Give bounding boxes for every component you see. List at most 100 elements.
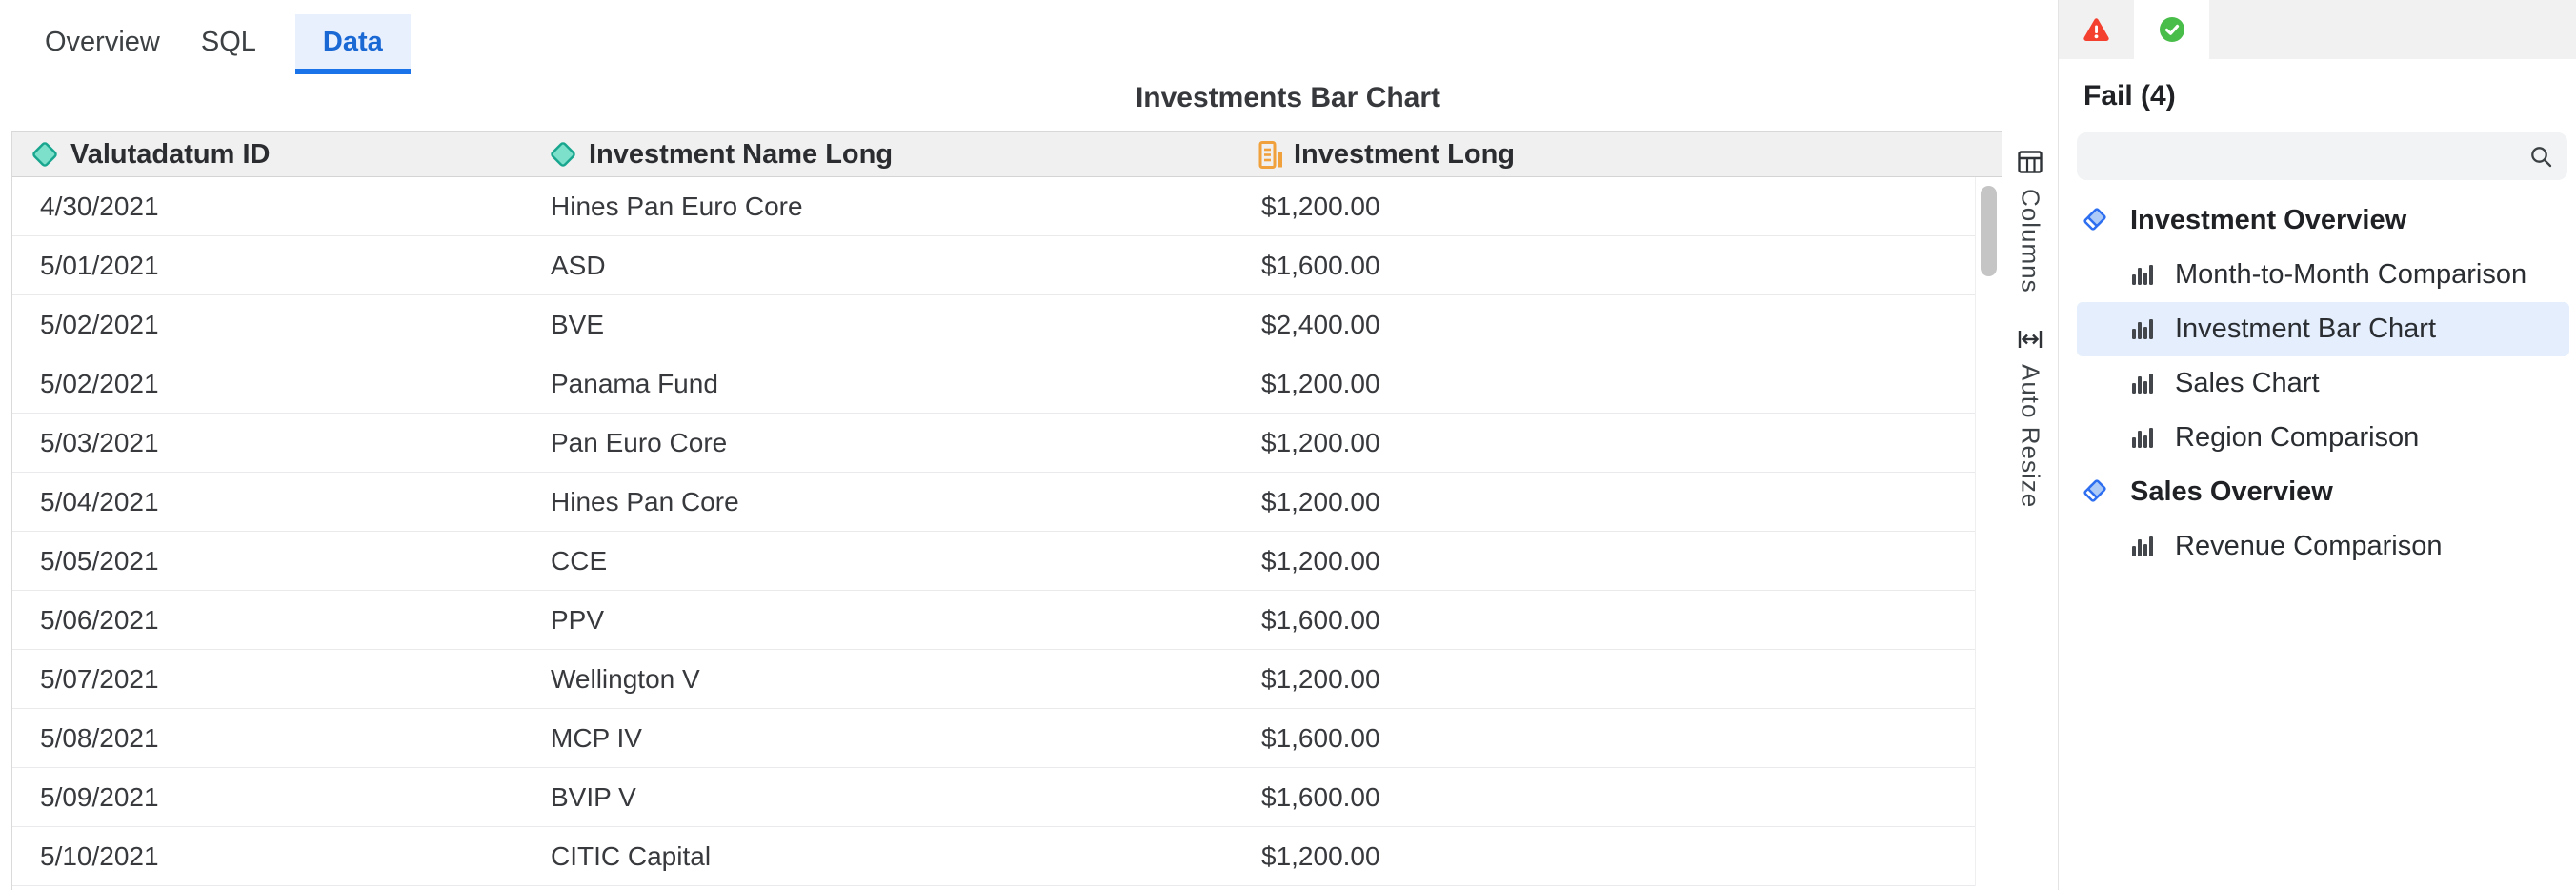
column-header-label: Investment Name Long	[589, 138, 894, 170]
cell-valutadatum[interactable]: 5/03/2021	[40, 428, 159, 457]
dimension-diamond-icon	[32, 142, 57, 167]
validation-tabbar	[2059, 0, 2576, 59]
cell-investment-name[interactable]: Hines Pan Core	[551, 487, 739, 516]
column-header-investment-name-long[interactable]: Investment Name Long	[547, 132, 893, 176]
table-row[interactable]: 5/05/2021 CCE $1,200.00	[12, 532, 1975, 591]
columns-panel-icon	[2018, 151, 2043, 173]
cell-investment-name[interactable]: BVE	[551, 310, 605, 339]
tree-group-label: Sales Overview	[2130, 476, 2333, 507]
cell-valutadatum[interactable]: 5/05/2021	[40, 546, 159, 576]
columns-panel-button[interactable]: Columns	[2016, 149, 2045, 293]
tab-data[interactable]: Data	[294, 14, 411, 74]
cell-investment-amount[interactable]: $1,600.00	[1261, 605, 1380, 635]
data-grid: Valutadatum ID Investment Name Long Inve…	[11, 131, 2059, 890]
right-panel: Fail (4) Investment Overview	[2058, 0, 2576, 890]
cell-valutadatum[interactable]: 5/10/2021	[40, 841, 159, 871]
cell-investment-name[interactable]: Pan Euro Core	[551, 428, 728, 457]
tree-item-investment-bar-chart[interactable]: Investment Bar Chart	[2077, 302, 2569, 356]
tree-item-label: Region Comparison	[2175, 422, 2420, 453]
columns-panel-label: Columns	[2016, 189, 2045, 293]
grid-body: 4/30/2021 Hines Pan Euro Core $1,200.00 …	[12, 177, 1976, 886]
tree-item-sales-chart[interactable]: Sales Chart	[2077, 356, 2569, 411]
tree-item-label: Revenue Comparison	[2175, 531, 2443, 561]
tree-item-month-to-month-comparison[interactable]: Month-to-Month Comparison	[2077, 248, 2569, 302]
tree-item-label: Sales Chart	[2175, 368, 2320, 398]
tab-sql[interactable]: SQL	[200, 26, 256, 57]
table-row[interactable]: 5/02/2021 BVE $2,400.00	[12, 295, 1975, 354]
cell-investment-amount[interactable]: $2,400.00	[1261, 310, 1380, 339]
table-row[interactable]: 5/07/2021 Wellington V $1,200.00	[12, 650, 1975, 709]
cell-investment-amount[interactable]: $1,200.00	[1261, 428, 1380, 457]
cell-investment-amount[interactable]: $1,200.00	[1261, 841, 1380, 871]
cell-investment-amount[interactable]: $1,600.00	[1261, 723, 1380, 753]
cell-investment-name[interactable]: CCE	[551, 546, 608, 576]
dimension-diamond-icon	[551, 142, 575, 167]
cell-valutadatum[interactable]: 5/07/2021	[40, 664, 159, 694]
cell-investment-name[interactable]: BVIP V	[551, 782, 636, 812]
table-row[interactable]: 5/03/2021 Pan Euro Core $1,200.00	[12, 414, 1975, 473]
table-row[interactable]: 5/06/2021 PPV $1,600.00	[12, 591, 1975, 650]
table-row[interactable]: 5/04/2021 Hines Pan Core $1,200.00	[12, 473, 1975, 532]
grid-header: Valutadatum ID Investment Name Long Inve…	[12, 131, 2002, 177]
cell-valutadatum[interactable]: 5/02/2021	[40, 310, 159, 339]
tree-item-label: Investment Bar Chart	[2175, 314, 2436, 344]
tree-item-label: Month-to-Month Comparison	[2175, 259, 2527, 290]
dashboard-layers-icon	[2081, 479, 2109, 505]
cell-investment-amount[interactable]: $1,200.00	[1261, 369, 1380, 398]
cell-valutadatum[interactable]: 5/06/2021	[40, 605, 159, 635]
cell-valutadatum[interactable]: 5/09/2021	[40, 782, 159, 812]
column-header-label: Investment Long	[1294, 138, 1516, 170]
cell-investment-amount[interactable]: $1,600.00	[1261, 251, 1380, 280]
column-header-investment-long[interactable]: Investment Long	[1258, 132, 1515, 176]
check-circle-icon	[2159, 17, 2184, 42]
tree-group-investment-overview[interactable]: Investment Overview	[2077, 193, 2569, 248]
dashboard-layers-icon	[2081, 208, 2109, 233]
cell-investment-name[interactable]: Hines Pan Euro Core	[551, 192, 803, 221]
horizontal-resize-icon	[2018, 330, 2043, 348]
table-row[interactable]: 5/08/2021 MCP IV $1,600.00	[12, 709, 1975, 768]
tree-group-sales-overview[interactable]: Sales Overview	[2077, 465, 2569, 519]
table-row[interactable]: 5/10/2021 CITIC Capital $1,200.00	[12, 827, 1975, 886]
table-row[interactable]: 5/09/2021 BVIP V $1,600.00	[12, 768, 1975, 827]
cell-investment-amount[interactable]: $1,200.00	[1261, 546, 1380, 576]
cell-valutadatum[interactable]: 4/30/2021	[40, 192, 159, 221]
cell-investment-name[interactable]: PPV	[551, 605, 605, 635]
measure-icon	[1258, 140, 1282, 169]
table-row[interactable]: 4/30/2021 Hines Pan Euro Core $1,200.00	[12, 177, 1975, 236]
column-header-label: Valutadatum ID	[70, 138, 271, 170]
vertical-scrollbar-thumb[interactable]	[1981, 186, 1997, 276]
cell-investment-amount[interactable]: $1,600.00	[1261, 782, 1380, 812]
cell-investment-name[interactable]: Panama Fund	[551, 369, 718, 398]
search-input[interactable]	[2094, 132, 2513, 180]
cell-investment-name[interactable]: Wellington V	[551, 664, 700, 694]
dashboard-tree: Investment Overview Month-to-Month Compa…	[2077, 193, 2569, 574]
cell-valutadatum[interactable]: 5/08/2021	[40, 723, 159, 753]
pass-tab[interactable]	[2134, 0, 2209, 59]
cell-investment-amount[interactable]: $1,200.00	[1261, 664, 1380, 694]
bar-chart-icon	[2130, 372, 2155, 395]
table-row[interactable]: 5/01/2021 ASD $1,600.00	[12, 236, 1975, 295]
table-row[interactable]: 5/02/2021 Panama Fund $1,200.00	[12, 354, 1975, 414]
cell-valutadatum[interactable]: 5/01/2021	[40, 251, 159, 280]
cell-investment-name[interactable]: ASD	[551, 251, 606, 280]
search-icon	[2531, 147, 2552, 168]
cell-investment-name[interactable]: CITIC Capital	[551, 841, 712, 871]
tree-item-region-comparison[interactable]: Region Comparison	[2077, 411, 2569, 465]
tab-overview[interactable]: Overview	[45, 26, 160, 57]
page-title: Investments Bar Chart	[1135, 82, 1441, 113]
cell-investment-amount[interactable]: $1,200.00	[1261, 192, 1380, 221]
bar-chart-icon	[2130, 317, 2155, 341]
auto-resize-label: Auto Resize	[2016, 363, 2045, 508]
bar-chart-icon	[2130, 535, 2155, 558]
cell-valutadatum[interactable]: 5/02/2021	[40, 369, 159, 398]
tree-item-revenue-comparison[interactable]: Revenue Comparison	[2077, 519, 2569, 574]
cell-investment-name[interactable]: MCP IV	[551, 723, 642, 753]
column-header-valutadatum-id[interactable]: Valutadatum ID	[29, 132, 271, 176]
view-tabbar: Overview SQL Data	[43, 14, 411, 74]
auto-resize-button[interactable]: Auto Resize	[2016, 328, 2045, 508]
cell-valutadatum[interactable]: 5/04/2021	[40, 487, 159, 516]
fail-tab[interactable]	[2059, 0, 2134, 59]
tree-group-label: Investment Overview	[2130, 205, 2407, 235]
cell-investment-amount[interactable]: $1,200.00	[1261, 487, 1380, 516]
